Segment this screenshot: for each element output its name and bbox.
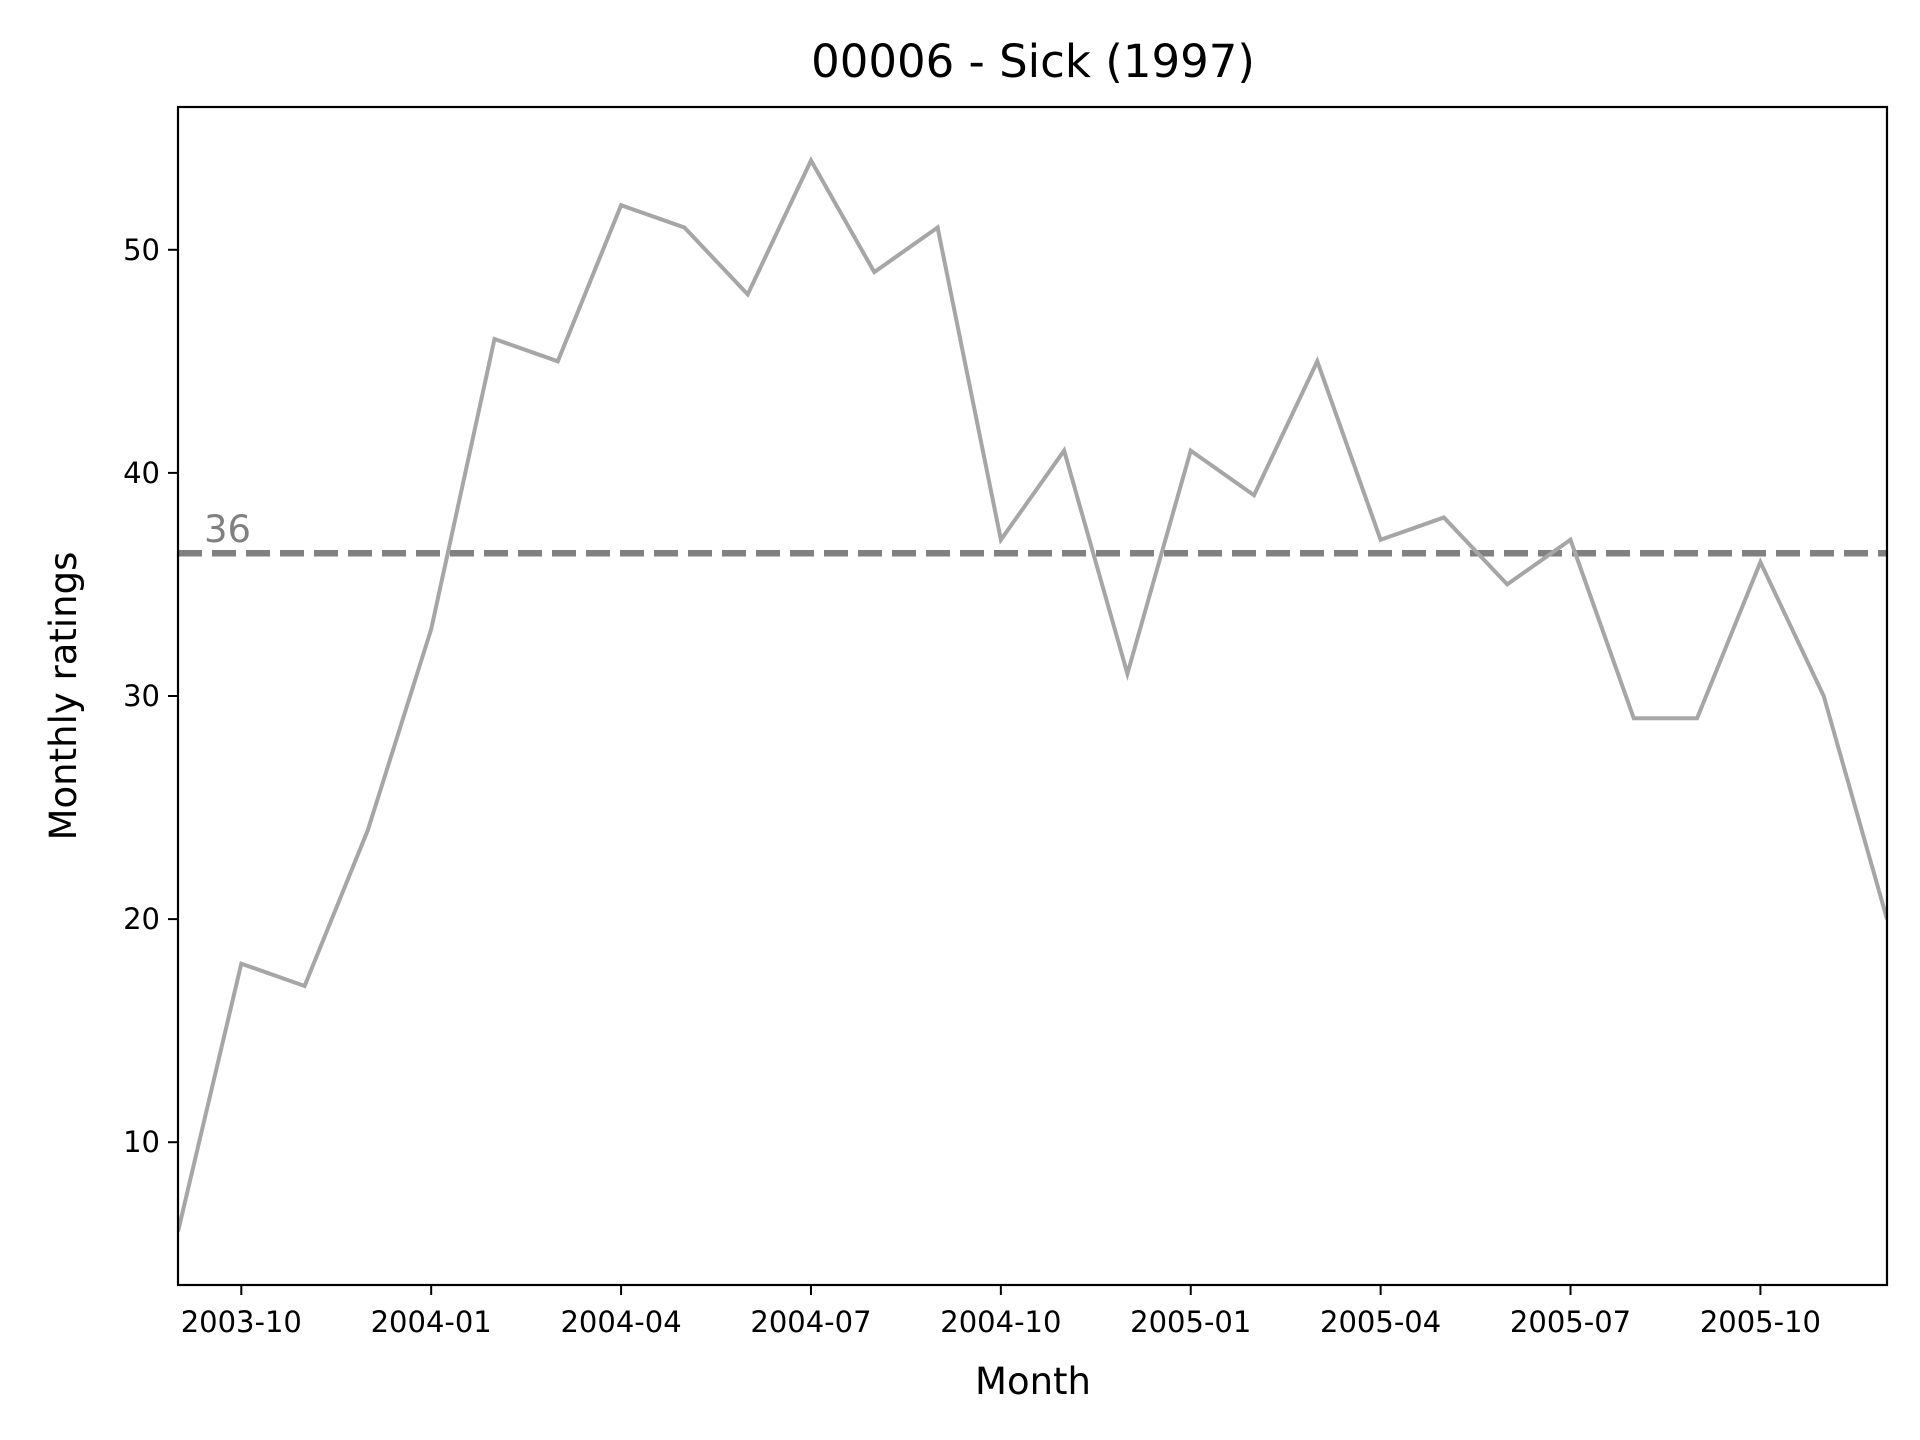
y-tick-label: 10 (123, 1125, 160, 1159)
y-tick-label: 30 (123, 679, 160, 713)
y-axis-label: Monthly ratings (42, 552, 85, 841)
x-tick-label: 2004-10 (940, 1305, 1061, 1339)
x-tick-label: 2005-10 (1700, 1305, 1821, 1339)
y-tick-label: 20 (123, 902, 160, 936)
x-tick-label: 2005-04 (1320, 1305, 1441, 1339)
x-axis-label: Month (975, 1360, 1091, 1403)
y-tick-label: 50 (123, 233, 160, 267)
chart-title: 00006 - Sick (1997) (811, 35, 1255, 88)
x-tick-label: 2003-10 (181, 1305, 302, 1339)
y-axis: 10 20 30 40 50 (123, 233, 178, 1159)
x-tick-label: 2005-01 (1130, 1305, 1251, 1339)
x-tick-label: 2004-04 (560, 1305, 681, 1339)
plot-frame (176, 105, 1889, 1287)
x-tick-label: 2004-07 (750, 1305, 871, 1339)
x-tick-label: 2005-07 (1510, 1305, 1631, 1339)
mean-line-label: 36 (204, 508, 251, 551)
plot-area (178, 156, 1887, 1232)
series-line (178, 156, 1887, 1232)
y-tick-label: 40 (123, 456, 160, 490)
x-axis: 2003-10 2004-01 2004-04 2004-07 2004-10 2005-… (181, 1285, 1821, 1339)
x-tick-label: 2004-01 (371, 1305, 492, 1339)
